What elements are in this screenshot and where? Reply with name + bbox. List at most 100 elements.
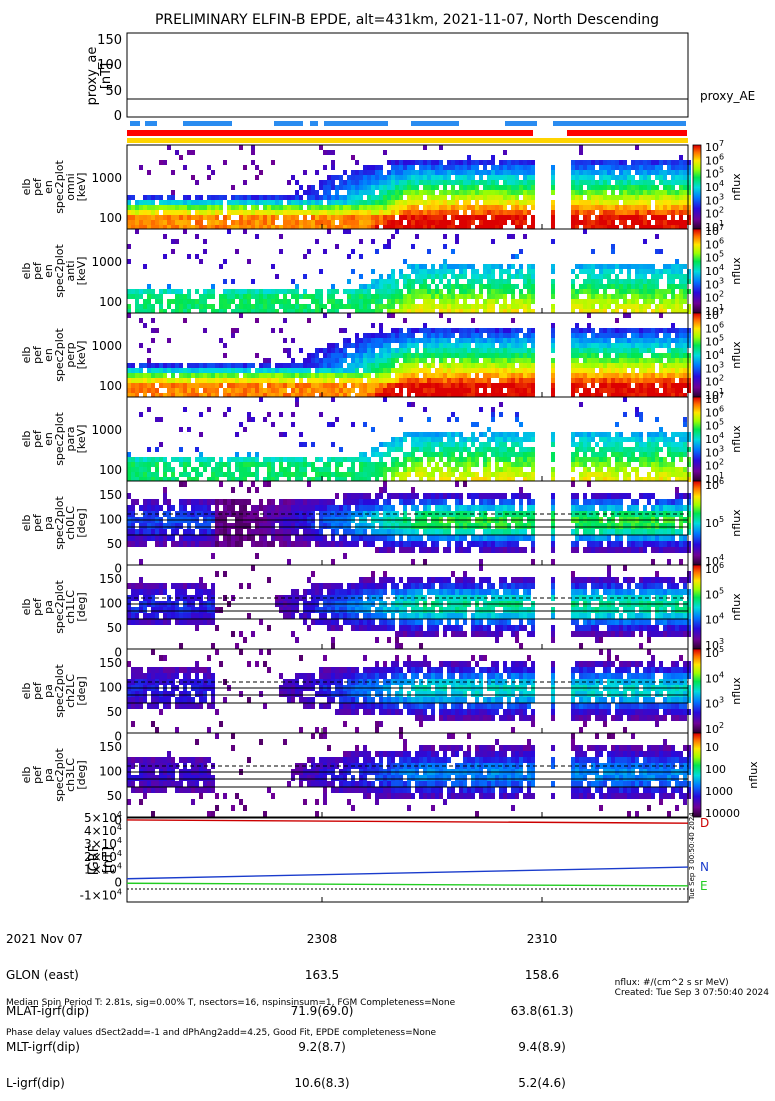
spec-cell bbox=[655, 447, 659, 452]
spec-cell bbox=[455, 328, 459, 333]
spec-cell bbox=[531, 299, 535, 304]
spec-cell bbox=[591, 200, 595, 205]
spec-cell bbox=[463, 338, 467, 343]
spec-cell bbox=[523, 338, 527, 343]
spec-cell bbox=[411, 195, 415, 200]
spec-cell bbox=[127, 294, 131, 299]
spec-cell bbox=[499, 304, 503, 309]
spec-cell bbox=[143, 220, 147, 225]
spec-cell bbox=[607, 284, 611, 289]
spec-cell bbox=[287, 220, 291, 225]
spec-cell bbox=[451, 304, 455, 309]
spec-cell bbox=[683, 353, 687, 358]
spec-cell bbox=[615, 358, 619, 363]
spec-cell bbox=[299, 348, 303, 353]
spec-cell bbox=[635, 437, 639, 442]
spec-cell bbox=[367, 220, 371, 225]
spec-cell bbox=[239, 505, 243, 511]
spec-cell bbox=[663, 363, 667, 368]
spec-cell bbox=[411, 304, 415, 309]
spec-cell bbox=[275, 457, 279, 462]
spec-cell bbox=[675, 447, 679, 452]
spec-cell bbox=[251, 541, 255, 547]
spec-cell bbox=[323, 462, 327, 467]
spec-cell bbox=[527, 348, 531, 353]
spec-cell bbox=[423, 279, 427, 284]
spec-cell bbox=[599, 294, 603, 299]
spec-cell bbox=[211, 368, 215, 373]
spec-cell bbox=[279, 373, 283, 378]
spec-cell bbox=[251, 535, 255, 541]
spec-cell bbox=[391, 338, 395, 343]
spec-cell bbox=[627, 200, 631, 205]
spec-cell bbox=[323, 363, 327, 368]
spec-cell bbox=[579, 343, 583, 348]
spec-cell bbox=[315, 388, 319, 393]
spec-cell bbox=[191, 535, 195, 541]
spec-cell bbox=[667, 383, 671, 388]
spec-cell bbox=[451, 200, 455, 205]
spec-cell bbox=[587, 299, 591, 304]
spec-cell bbox=[595, 299, 599, 304]
spec-cell bbox=[431, 175, 435, 180]
spec-cell bbox=[671, 274, 675, 279]
spec-cell bbox=[651, 190, 655, 195]
spec-cell bbox=[255, 388, 259, 393]
spec-cell bbox=[203, 215, 207, 220]
spec-cell bbox=[399, 160, 403, 165]
spec-cell bbox=[223, 529, 227, 535]
spec-cell bbox=[127, 523, 131, 529]
spec-cell bbox=[619, 457, 623, 462]
spec-cell bbox=[531, 170, 535, 175]
spec-cell bbox=[379, 299, 383, 304]
spec-cell bbox=[611, 175, 615, 180]
spec-cell bbox=[375, 170, 379, 175]
spec-cell bbox=[347, 200, 351, 205]
spec-cell bbox=[427, 328, 431, 333]
spec-cell bbox=[295, 388, 299, 393]
spec-cell bbox=[583, 447, 587, 452]
spec-cell bbox=[551, 348, 555, 353]
spec-cell bbox=[239, 462, 243, 467]
spec-cell bbox=[275, 195, 279, 200]
spec-cell bbox=[467, 195, 471, 200]
spec-cell bbox=[407, 467, 411, 472]
spec-cell bbox=[367, 388, 371, 393]
spec-cell bbox=[663, 299, 667, 304]
spec-cell bbox=[619, 210, 623, 215]
spec-cell bbox=[651, 165, 655, 170]
spec-cell bbox=[503, 195, 507, 200]
spec-cell bbox=[351, 343, 355, 348]
spec-cell bbox=[603, 378, 607, 383]
spec-cell bbox=[515, 170, 519, 175]
spec-cell bbox=[435, 200, 439, 205]
spec-cell bbox=[443, 452, 447, 457]
spec-cell bbox=[335, 175, 339, 180]
spec-cell bbox=[319, 210, 323, 215]
spec-cell bbox=[499, 348, 503, 353]
spec-cell bbox=[359, 467, 363, 472]
spec-cell bbox=[219, 299, 223, 304]
spec-cell bbox=[331, 368, 335, 373]
spec-cell bbox=[351, 205, 355, 210]
spec-cell bbox=[647, 220, 651, 225]
spec-cell bbox=[591, 383, 595, 388]
red-bar-1 bbox=[567, 130, 687, 136]
spec-cell bbox=[331, 348, 335, 353]
spec-cell bbox=[679, 447, 683, 452]
spec-cell bbox=[183, 195, 187, 200]
spec-cell bbox=[531, 175, 535, 180]
spec-cell bbox=[655, 279, 659, 284]
spec-cell bbox=[507, 368, 511, 373]
spec-cell bbox=[295, 383, 299, 388]
spec-cell bbox=[387, 284, 391, 289]
spec-cell bbox=[239, 523, 243, 529]
spec-cell bbox=[571, 378, 575, 383]
spec-cell bbox=[255, 304, 259, 309]
spec-cell bbox=[647, 333, 651, 338]
spec-cell bbox=[663, 180, 667, 185]
spec-cell bbox=[583, 462, 587, 467]
spec-cell bbox=[623, 185, 627, 190]
spec-cell bbox=[647, 205, 651, 210]
